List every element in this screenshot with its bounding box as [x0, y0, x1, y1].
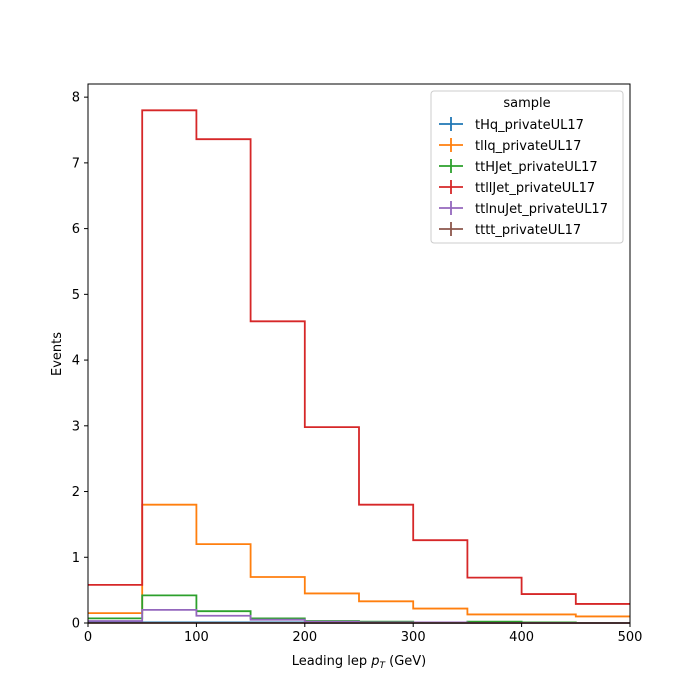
legend-label: tHq_privateUL17 — [475, 118, 584, 133]
legend-label: ttHJet_privateUL17 — [475, 160, 598, 175]
x-tick-label: 200 — [292, 630, 317, 645]
x-axis-label: Leading lep pT (GeV) — [292, 654, 426, 671]
y-tick-label: 2 — [72, 485, 80, 500]
x-tick-label: 300 — [401, 630, 426, 645]
y-tick-label: 6 — [72, 222, 80, 237]
x-tick-label: 100 — [184, 630, 209, 645]
y-tick-label: 5 — [72, 288, 80, 303]
legend-item: tttt_privateUL17 — [439, 222, 581, 238]
y-tick-label: 8 — [72, 91, 80, 106]
y-tick-label: 1 — [72, 551, 80, 566]
y-tick-label: 7 — [72, 156, 80, 171]
y-tick-label: 4 — [72, 354, 80, 369]
legend-item: ttllJet_privateUL17 — [439, 180, 595, 196]
y-tick-label: 3 — [72, 419, 80, 434]
x-tick-label: 500 — [618, 630, 643, 645]
legend-label: ttllJet_privateUL17 — [475, 181, 595, 196]
legend-items: tHq_privateUL17 tllq_privateUL17 ttHJet_pr… — [439, 117, 608, 238]
y-axis-label: Events — [50, 332, 65, 376]
legend-item: tHq_privateUL17 — [439, 117, 584, 133]
legend-item: ttlnuJet_privateUL17 — [439, 201, 608, 217]
series-line-3 — [88, 109, 630, 605]
x-tick-label: 0 — [84, 630, 92, 645]
x-tick-label: 400 — [509, 630, 534, 645]
legend-label: tllq_privateUL17 — [475, 139, 581, 154]
plot-frame — [87, 83, 631, 624]
legend-frame — [430, 90, 624, 244]
legend-item: ttHJet_privateUL17 — [439, 159, 598, 175]
y-axis-ticks: 0 1 2 3 4 5 6 7 8 — [72, 91, 88, 632]
legend-item: tllq_privateUL17 — [439, 138, 581, 154]
legend: sample tHq_privateUL17 tllq_privateUL17tt… — [430, 90, 624, 244]
x-axis-ticks: 0 100 200 300 400 500 — [84, 623, 643, 645]
y-tick-label: 0 — [72, 617, 80, 632]
legend-label: tttt_privateUL17 — [475, 223, 581, 238]
legend-title: sample — [503, 96, 550, 111]
series-line-1 — [88, 503, 630, 618]
legend-label: ttlnuJet_privateUL17 — [475, 202, 608, 217]
